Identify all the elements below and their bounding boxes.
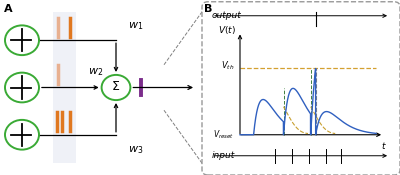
Text: $t$: $t$ bbox=[381, 140, 387, 151]
Text: $\Sigma$: $\Sigma$ bbox=[112, 80, 120, 93]
Text: $w_1$: $w_1$ bbox=[128, 20, 144, 32]
Text: $w_3$: $w_3$ bbox=[128, 144, 144, 156]
Text: $V_{th}$: $V_{th}$ bbox=[221, 60, 234, 72]
Text: input: input bbox=[212, 151, 235, 160]
Text: output: output bbox=[212, 11, 242, 20]
FancyBboxPatch shape bbox=[202, 2, 400, 175]
Text: $V_{reset}$: $V_{reset}$ bbox=[213, 128, 234, 141]
Text: B: B bbox=[204, 4, 212, 13]
Text: $V(t)$: $V(t)$ bbox=[218, 24, 236, 36]
Text: $w_2$: $w_2$ bbox=[88, 66, 103, 78]
Text: A: A bbox=[4, 4, 13, 13]
FancyBboxPatch shape bbox=[53, 12, 76, 163]
